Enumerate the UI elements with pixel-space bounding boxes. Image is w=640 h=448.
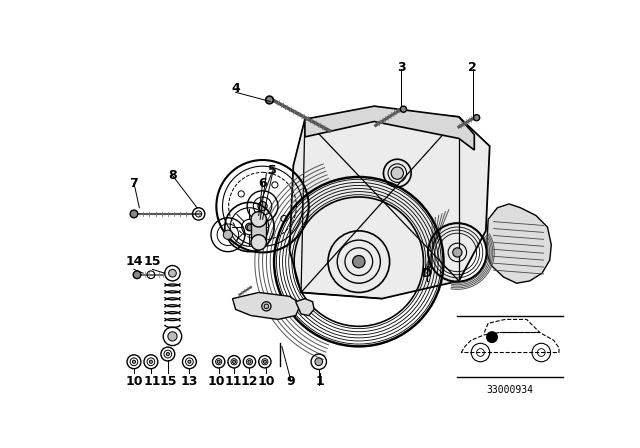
- Circle shape: [486, 332, 497, 343]
- Text: 10: 10: [207, 375, 225, 388]
- Text: 11: 11: [225, 375, 242, 388]
- Circle shape: [168, 332, 177, 341]
- Text: 8: 8: [168, 169, 177, 182]
- Text: 1: 1: [316, 375, 324, 388]
- Circle shape: [168, 269, 176, 277]
- Circle shape: [258, 202, 267, 211]
- Polygon shape: [296, 299, 314, 315]
- Circle shape: [188, 360, 191, 363]
- Polygon shape: [486, 204, 551, 283]
- Text: 14: 14: [125, 255, 143, 268]
- Circle shape: [133, 271, 141, 279]
- Text: 5: 5: [268, 164, 277, 177]
- Text: 6: 6: [258, 177, 267, 190]
- Circle shape: [401, 106, 406, 112]
- Circle shape: [353, 255, 365, 268]
- Polygon shape: [305, 106, 474, 150]
- Text: 15: 15: [159, 375, 177, 388]
- Text: 7: 7: [129, 177, 138, 190]
- Circle shape: [217, 360, 220, 363]
- Circle shape: [452, 248, 462, 257]
- Circle shape: [149, 360, 152, 363]
- Text: 2: 2: [468, 61, 477, 74]
- Circle shape: [223, 230, 232, 239]
- Circle shape: [232, 360, 236, 363]
- Text: D: D: [421, 267, 432, 280]
- Text: 15: 15: [144, 255, 161, 268]
- Text: 3: 3: [397, 61, 406, 74]
- Text: 10: 10: [125, 375, 143, 388]
- Text: 12: 12: [241, 375, 258, 388]
- Bar: [251, 220, 266, 242]
- Text: 10: 10: [258, 375, 275, 388]
- Circle shape: [166, 353, 170, 356]
- Polygon shape: [289, 109, 490, 299]
- Circle shape: [251, 235, 266, 250]
- Circle shape: [248, 360, 251, 363]
- Circle shape: [474, 115, 480, 121]
- Text: 11: 11: [144, 375, 161, 388]
- Circle shape: [266, 96, 273, 104]
- Circle shape: [263, 360, 266, 363]
- Text: 4: 4: [231, 82, 240, 95]
- Circle shape: [246, 223, 253, 231]
- Circle shape: [315, 358, 323, 366]
- Polygon shape: [232, 293, 301, 319]
- Text: 13: 13: [180, 375, 198, 388]
- Text: 33000934: 33000934: [486, 385, 534, 395]
- Circle shape: [264, 304, 269, 309]
- Text: 9: 9: [287, 375, 295, 388]
- Circle shape: [132, 360, 136, 363]
- Circle shape: [251, 211, 266, 227]
- Circle shape: [391, 167, 403, 179]
- Circle shape: [130, 210, 138, 218]
